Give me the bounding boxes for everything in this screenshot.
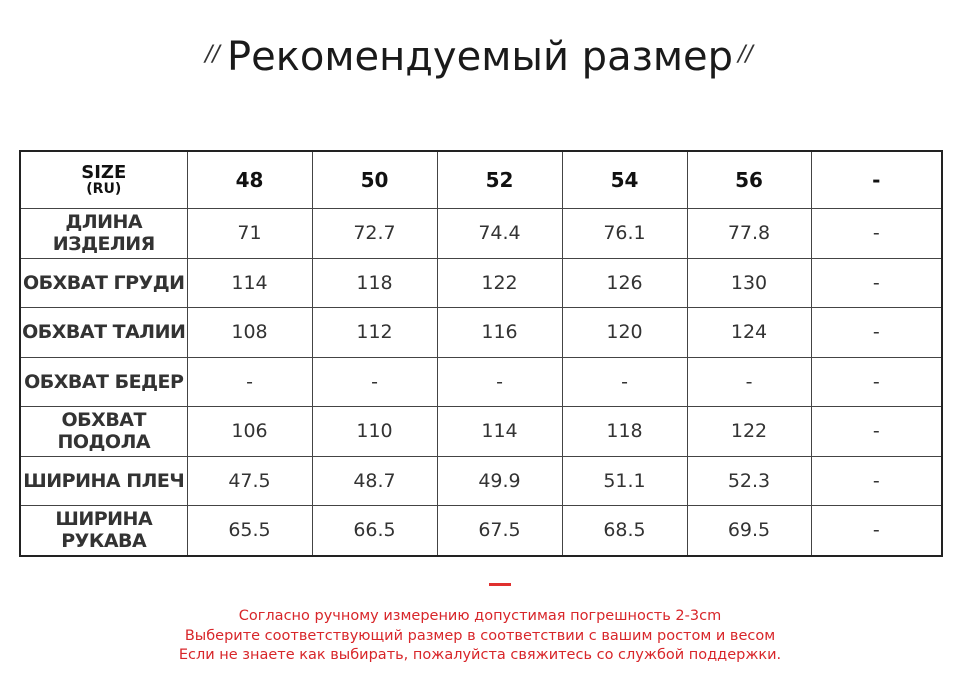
- column-header: 52: [436, 150, 563, 209]
- cell: -: [810, 406, 943, 457]
- cell: 122: [686, 406, 812, 457]
- cell: 69.5: [686, 505, 812, 556]
- cell: 66.5: [311, 505, 438, 556]
- cell: 68.5: [561, 505, 688, 556]
- cell: 120: [561, 307, 688, 358]
- cell: 49.9: [436, 455, 563, 506]
- row-label: ОБХВАТ ТАЛИИ: [19, 307, 188, 358]
- cell: -: [810, 307, 943, 358]
- cell: 72.7: [311, 208, 438, 259]
- cell: -: [810, 257, 943, 308]
- cell: -: [810, 208, 943, 259]
- cell: 108: [186, 307, 313, 358]
- size-label: SIZE: [81, 162, 127, 183]
- cell: 130: [686, 257, 812, 308]
- table-row: ДЛИНА ИЗДЕЛИЯ 71 72.7 74.4 76.1 77.8-: [19, 208, 943, 259]
- region-label: (RU): [86, 181, 122, 197]
- header-row: SIZE (RU) 48 50 52 54 56-: [19, 150, 943, 209]
- table-row: ОБХВАТ ПОДОЛА 106 110 114 118 122-: [19, 406, 943, 457]
- note: Согласно ручному измерению допустимая по…: [238, 608, 722, 624]
- cell: 118: [561, 406, 688, 457]
- size-cell: SIZE (RU): [19, 150, 188, 209]
- notes: Согласно ручному измерению допустимая по…: [0, 607, 960, 666]
- title-mark: //: [738, 42, 753, 67]
- cell: 110: [311, 406, 438, 457]
- cell: 52.3: [686, 455, 812, 506]
- title-mark: //: [205, 42, 220, 67]
- cell: -: [561, 356, 688, 407]
- cell: 65.5: [186, 505, 313, 556]
- note: Выберите соответствующий размер в соотве…: [184, 627, 776, 644]
- column-header: 54: [561, 150, 688, 209]
- cell: 48.7: [311, 455, 438, 506]
- column-header: 50: [311, 150, 438, 209]
- size-table: SIZE (RU) 48 50 52 54 56- ДЛИНА ИЗДЕЛИЯ 71 72.…: [19, 150, 943, 557]
- cell: -: [810, 505, 943, 556]
- row-label: ШИРИНА ПЛЕЧ: [19, 455, 188, 506]
- row-label: ШИРИНА РУКАВА: [19, 505, 188, 556]
- row-label: ОБХВАТ БЕДЕР: [19, 356, 188, 407]
- cell: 126: [561, 257, 688, 308]
- row-label: ДЛИНА ИЗДЕЛИЯ: [19, 208, 188, 259]
- column-header: 48: [186, 150, 313, 209]
- cell: 118: [311, 257, 438, 308]
- cell: 77.8: [686, 208, 812, 259]
- cell: 76.1: [561, 208, 688, 259]
- table-row: ШИРИНА ПЛЕЧ 47.5 48.7 49.9 51.1 52.3-: [19, 455, 943, 506]
- cell: 71: [186, 208, 313, 259]
- cell: 124: [686, 307, 812, 358]
- cell: 47.5: [186, 455, 313, 506]
- table-row: ШИРИНА РУКАВА 65.5 66.5 67.5 68.5 69.5-: [19, 505, 943, 556]
- table-row: ОБХВАТ ТАЛИИ 108 112 116 120 124-: [19, 307, 943, 358]
- column-header: 56: [686, 150, 812, 209]
- column-header: -: [810, 150, 943, 209]
- cell: 122: [436, 257, 563, 308]
- cell: -: [311, 356, 438, 407]
- note: Если не знаете как выбирать, пожалуйста …: [178, 647, 782, 663]
- cell: 114: [436, 406, 563, 457]
- table-row: ОБХВАТ БЕДЕР - - - - - -: [19, 356, 943, 407]
- cell: 106: [186, 406, 313, 457]
- cell: -: [810, 455, 943, 506]
- row-label: ОБХВАТ ГРУДИ: [19, 257, 188, 308]
- separator: [489, 583, 511, 586]
- table-row: ОБХВАТ ГРУДИ 114 118 122 126 130-: [19, 257, 943, 308]
- cell: 67.5: [436, 505, 563, 556]
- cell: -: [686, 356, 812, 407]
- cell: 74.4: [436, 208, 563, 259]
- cell: 112: [311, 307, 438, 358]
- title: Рекомендуемый размер: [226, 34, 734, 80]
- cell: 114: [186, 257, 313, 308]
- cell: 116: [436, 307, 563, 358]
- cell: -: [810, 356, 943, 407]
- cell: 51.1: [561, 455, 688, 506]
- row-label: ОБХВАТ ПОДОЛА: [19, 406, 188, 457]
- cell: -: [186, 356, 313, 407]
- cell: -: [436, 356, 563, 407]
